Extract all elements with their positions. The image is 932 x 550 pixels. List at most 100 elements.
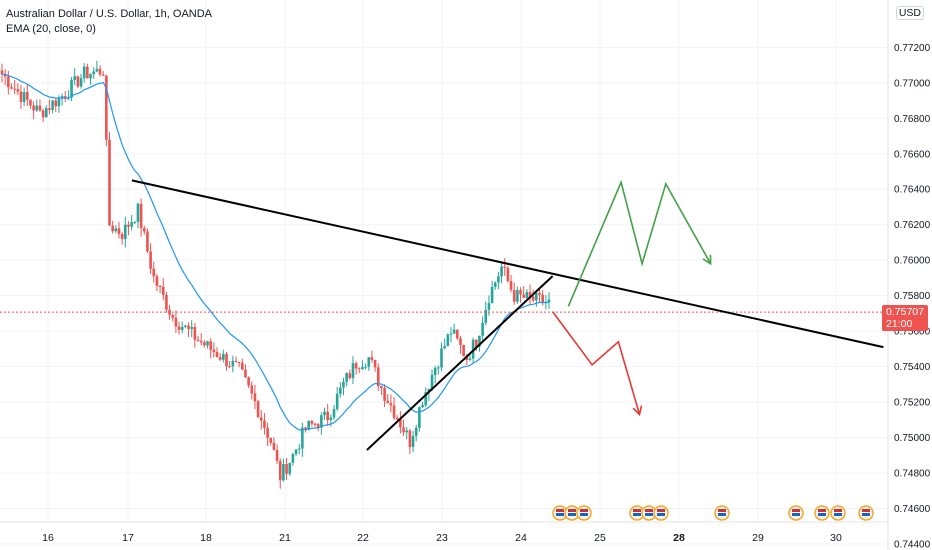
candle-body: [98, 68, 102, 75]
candle-body: [459, 338, 462, 345]
candle-body: [222, 353, 225, 360]
price-tick-label: 0.75600: [894, 327, 931, 338]
flag-stripe: [580, 509, 588, 512]
flag-stripe: [792, 513, 800, 516]
time-tick-label: 24: [515, 532, 527, 544]
flag-stripe: [792, 509, 800, 512]
economic-events-row: [552, 505, 874, 521]
ema-indicator-label[interactable]: EMA (20, close, 0): [6, 23, 96, 35]
candle-body: [89, 74, 92, 79]
candle-body: [307, 420, 310, 430]
candle-body: [10, 87, 13, 89]
candle-body: [155, 276, 159, 287]
price-tick-label: 0.75400: [894, 362, 931, 373]
flag-stripe: [556, 509, 564, 512]
price-tick-label: 0.74800: [894, 469, 931, 480]
currency-label[interactable]: USD: [895, 6, 924, 20]
candle-body: [44, 108, 48, 118]
candle-body: [500, 266, 503, 277]
flag-stripe: [718, 509, 726, 512]
symbol-title[interactable]: Australian Dollar / U.S. Dollar, 1h, OAN…: [6, 8, 213, 20]
price-tick-label: 0.75800: [894, 291, 931, 302]
candle-body: [263, 420, 266, 428]
candle-body: [411, 435, 415, 447]
candle-body: [399, 419, 402, 428]
trendline[interactable]: [131, 179, 884, 349]
candle-body: [228, 366, 231, 368]
candle-body: [522, 294, 526, 298]
candle-body: [531, 296, 535, 301]
trendline[interactable]: [366, 275, 554, 451]
candle-body: [86, 66, 89, 79]
candle-body: [231, 360, 235, 367]
price-tick-label: 0.77200: [894, 43, 931, 54]
ema-line: [1, 73, 550, 431]
candle-body: [452, 329, 456, 334]
time-tick-label: 22: [357, 532, 369, 544]
candle-body: [547, 299, 551, 303]
candle-body: [484, 309, 488, 323]
candle-body: [79, 78, 83, 87]
candle-body: [335, 393, 339, 410]
candle-body: [288, 462, 292, 474]
price-tick-label: 0.75200: [894, 398, 931, 409]
candle-body: [414, 427, 418, 436]
price-axis: 0.77200 0.77000 0.76800 0.76600 0.76400 0.762…: [887, 0, 931, 550]
candle-body: [316, 423, 320, 428]
candle-body: [149, 251, 152, 269]
candle-body: [130, 222, 133, 227]
candle-body: [430, 374, 434, 389]
candle-body: [187, 325, 190, 330]
candle-body: [462, 344, 465, 357]
time-tick-label: 23: [436, 532, 448, 544]
candle-body: [342, 381, 345, 388]
time-axis: 16 17 18 21 22 23 24 25 28 29 30: [0, 521, 888, 544]
candle-body: [0, 70, 4, 75]
flag-stripe: [834, 509, 842, 512]
candle-body: [161, 286, 165, 296]
bullish-projection-path[interactable]: [567, 179, 712, 307]
time-tick-label: 18: [200, 532, 212, 544]
candle-body: [493, 282, 497, 287]
candle-body: [405, 430, 409, 433]
candle-body: [218, 357, 222, 360]
bearish-projection-path[interactable]: [551, 311, 641, 415]
candle-body: [380, 386, 383, 389]
flag-stripe: [657, 509, 665, 512]
candle-body: [443, 346, 446, 349]
candle-body: [225, 353, 228, 367]
candle-body: [142, 228, 146, 232]
candle-body: [32, 105, 35, 111]
time-tick-label: 28: [673, 532, 685, 544]
flag-stripe: [657, 513, 665, 516]
candle-body: [250, 385, 254, 394]
candle-body: [206, 341, 209, 346]
candle-body: [449, 333, 453, 335]
candle-body: [320, 415, 323, 428]
candle-body: [212, 349, 216, 353]
price-tick-label: 0.76800: [894, 114, 931, 125]
candle-body: [57, 97, 61, 107]
candle-body: [376, 367, 380, 387]
candle-body: [427, 388, 431, 393]
candle-body: [7, 76, 10, 88]
candle-body: [171, 314, 175, 318]
candle-body: [199, 341, 203, 343]
candle-body: [354, 363, 358, 369]
price-tick-label: 0.76600: [894, 149, 931, 160]
arrowhead: [632, 405, 643, 417]
candle-body: [446, 334, 450, 347]
candle-body: [259, 417, 263, 421]
candle-body: [184, 325, 187, 328]
candle-body: [117, 228, 121, 235]
flag-stripe: [645, 509, 653, 512]
arrowhead: [702, 254, 712, 266]
chart-legend: Australian Dollar / U.S. Dollar, 1h, OAN…: [6, 7, 212, 37]
candle-body: [193, 326, 197, 340]
candle-body: [266, 427, 269, 438]
flag-stripe: [818, 509, 826, 512]
candle-body: [272, 442, 276, 450]
flag-stripe: [633, 513, 641, 516]
time-tick-label: 16: [42, 532, 54, 544]
